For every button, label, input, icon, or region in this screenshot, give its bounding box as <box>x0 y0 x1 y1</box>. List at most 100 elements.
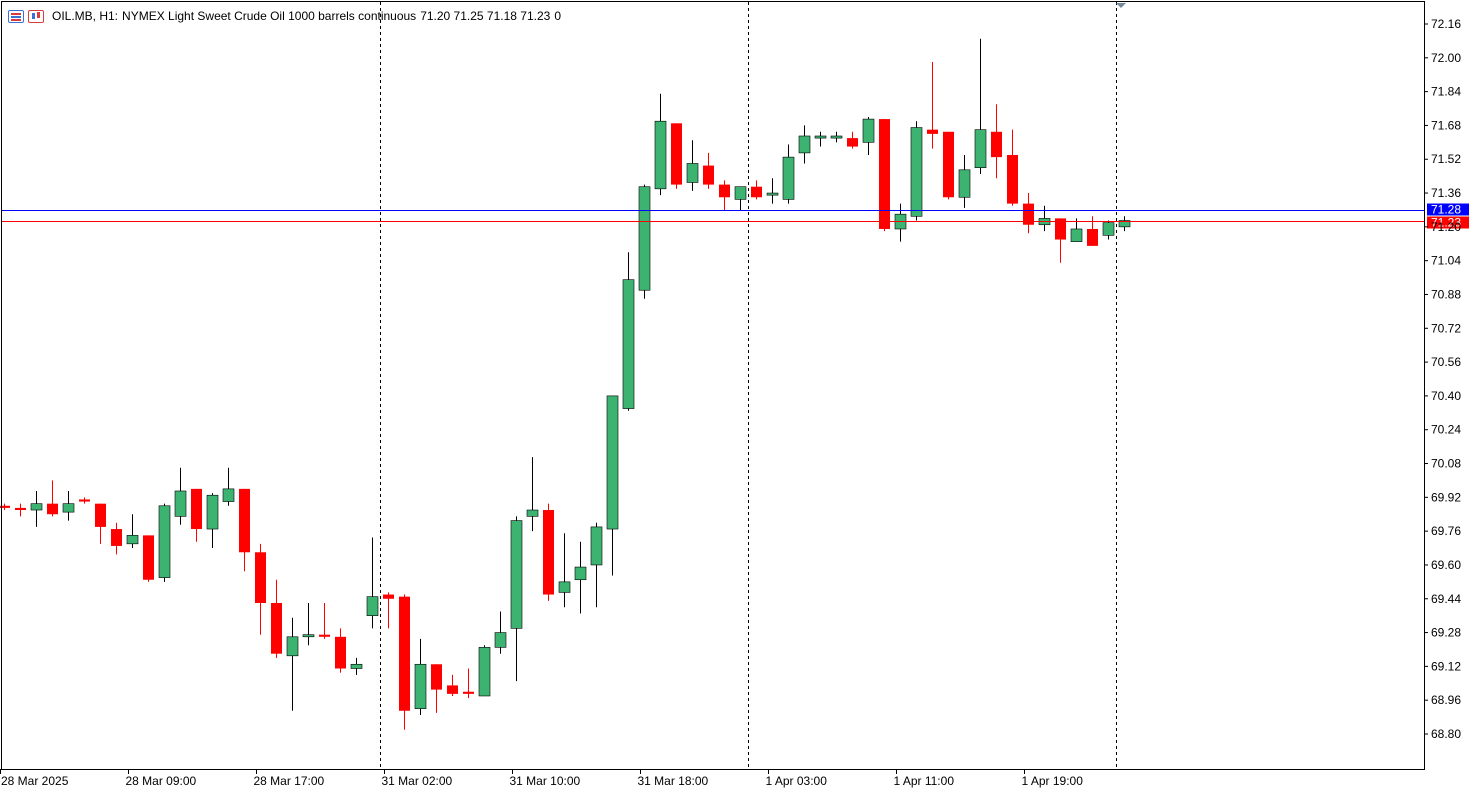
candle-70 <box>1118 216 1131 232</box>
candle-body <box>126 535 139 545</box>
candle-65 <box>1038 205 1051 232</box>
candle-body <box>638 186 651 291</box>
candle-68 <box>1087 216 1098 246</box>
candle-body <box>1102 222 1115 236</box>
ohlc-values: 71.20 71.25 71.18 71.23 <box>420 9 551 23</box>
price-tick-label: 71.84 <box>1431 85 1461 99</box>
candle-14 <box>222 467 235 506</box>
candle-31 <box>494 611 507 654</box>
candle-body <box>191 488 202 530</box>
candle-body <box>526 509 539 517</box>
price-tick-label: 68.96 <box>1431 693 1461 707</box>
candle-8 <box>126 514 139 549</box>
time-axis[interactable]: 28 Mar 2025 28 Mar 09:00 28 Mar 17:00 31 Ma… <box>0 769 1084 788</box>
candle-body <box>95 503 106 527</box>
price-tick-label: 70.40 <box>1431 389 1461 403</box>
time-tick-label: 28 Mar 17:00 <box>254 774 325 788</box>
price-tick-label: 70.08 <box>1431 457 1461 471</box>
candle-57 <box>910 121 923 221</box>
price-tick-label: 71.20 <box>1431 220 1461 234</box>
candle-37 <box>590 522 603 608</box>
candle-body <box>383 594 394 599</box>
candle-1 <box>15 503 26 517</box>
candle-47 <box>751 180 762 200</box>
candle-body <box>239 488 250 553</box>
candle-59 <box>943 131 954 200</box>
candle-body <box>15 507 26 511</box>
candle-20 <box>319 602 330 639</box>
candle-53 <box>847 131 858 149</box>
candle-body <box>847 138 858 147</box>
candle-body <box>79 499 90 502</box>
candle-body <box>910 127 923 217</box>
candle-body <box>350 663 363 669</box>
candle-6 <box>95 503 106 544</box>
candles <box>0 38 1131 730</box>
price-tick-label: 69.76 <box>1431 524 1461 538</box>
candle-50 <box>798 125 811 164</box>
candle-60 <box>958 155 971 208</box>
candle-body <box>991 131 1002 158</box>
candle-27 <box>431 664 442 713</box>
time-tick-label: 1 Apr 19:00 <box>1022 774 1084 788</box>
price-tick-label: 71.36 <box>1431 186 1461 200</box>
candle-body <box>606 395 619 530</box>
candle-41 <box>654 93 667 196</box>
candle-body <box>590 526 603 566</box>
candle-body <box>222 488 235 502</box>
bid-price-label: 71.23 <box>1431 216 1461 230</box>
candle-42 <box>671 123 682 189</box>
indicator-list-icon[interactable] <box>8 9 24 23</box>
price-tick-label: 69.28 <box>1431 626 1461 640</box>
candle-body <box>255 552 266 603</box>
candle-body <box>447 685 458 694</box>
candle-40 <box>638 184 651 299</box>
price-tick-label: 72.00 <box>1431 51 1461 65</box>
candle-body <box>751 186 762 198</box>
price-tick-label: 69.60 <box>1431 558 1461 572</box>
candle-body <box>1087 228 1098 246</box>
candle-35 <box>558 533 571 608</box>
candle-body <box>174 490 187 517</box>
candle-36 <box>574 541 587 614</box>
candle-9 <box>143 535 154 582</box>
candle-body <box>47 503 58 515</box>
candle-54 <box>862 116 875 156</box>
price-tick-label: 72.16 <box>1431 17 1461 31</box>
candle-66 <box>1055 218 1066 263</box>
candle-18 <box>286 617 299 711</box>
candle-13 <box>206 493 219 549</box>
candle-body <box>974 129 987 168</box>
price-tick-label: 71.68 <box>1431 118 1461 132</box>
time-tick-label: 28 Mar 2025 <box>1 774 69 788</box>
candle-body <box>510 520 523 629</box>
time-tick-label: 31 Mar 02:00 <box>382 774 453 788</box>
candle-body <box>703 165 714 185</box>
candle-22 <box>350 657 363 675</box>
candle-body <box>414 663 427 709</box>
candle-34 <box>543 503 554 601</box>
time-tick-label: 31 Mar 10:00 <box>510 774 581 788</box>
ask-price-tag <box>1427 203 1469 216</box>
candle-10 <box>158 503 171 582</box>
shift-marker-icon[interactable] <box>1116 3 1126 8</box>
candle-body <box>1118 220 1131 228</box>
candle-7 <box>111 522 122 555</box>
candle-67 <box>1070 218 1083 242</box>
candle-64 <box>1023 193 1034 234</box>
candle-17 <box>271 579 282 658</box>
candle-body <box>862 118 875 143</box>
price-tick-label: 69.92 <box>1431 490 1461 504</box>
candle-body <box>766 192 779 196</box>
price-axis[interactable]: 72.16 72.00 71.84 71.68 71.52 71.36 71.20 71.04… <box>1424 17 1461 741</box>
symbol-description: NYMEX Light Sweet Crude Oil 1000 barrels… <box>122 9 417 23</box>
candle-body <box>319 634 330 637</box>
candle-body <box>206 494 219 530</box>
candle-2 <box>30 490 43 527</box>
price-tick-label: 70.88 <box>1431 287 1461 301</box>
candle-63 <box>1007 129 1018 206</box>
chart-properties-icon[interactable] <box>28 9 44 23</box>
candle-body <box>543 510 554 595</box>
candle-body <box>399 596 410 711</box>
